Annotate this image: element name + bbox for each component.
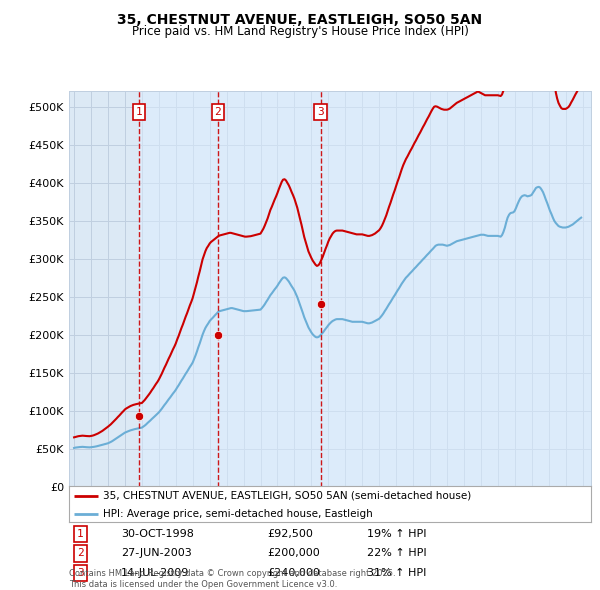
Text: £200,000: £200,000 <box>268 549 320 558</box>
Text: £92,500: £92,500 <box>268 529 313 539</box>
Text: 22% ↑ HPI: 22% ↑ HPI <box>367 549 426 558</box>
Text: £240,000: £240,000 <box>268 568 320 578</box>
Text: 19% ↑ HPI: 19% ↑ HPI <box>367 529 426 539</box>
Text: 27-JUN-2003: 27-JUN-2003 <box>121 549 192 558</box>
Text: HPI: Average price, semi-detached house, Eastleigh: HPI: Average price, semi-detached house,… <box>103 509 373 519</box>
Text: 1: 1 <box>77 529 84 539</box>
Text: 3: 3 <box>77 568 84 578</box>
Text: 14-JUL-2009: 14-JUL-2009 <box>121 568 190 578</box>
Text: Contains HM Land Registry data © Crown copyright and database right 2025.
This d: Contains HM Land Registry data © Crown c… <box>69 569 395 589</box>
Text: 35, CHESTNUT AVENUE, EASTLEIGH, SO50 5AN (semi-detached house): 35, CHESTNUT AVENUE, EASTLEIGH, SO50 5AN… <box>103 491 471 501</box>
Text: Price paid vs. HM Land Registry's House Price Index (HPI): Price paid vs. HM Land Registry's House … <box>131 25 469 38</box>
Text: 2: 2 <box>215 107 221 117</box>
Text: 3: 3 <box>317 107 324 117</box>
Bar <box>139 91 591 487</box>
Text: 31% ↑ HPI: 31% ↑ HPI <box>367 568 426 578</box>
Text: 1: 1 <box>136 107 142 117</box>
Text: 30-OCT-1998: 30-OCT-1998 <box>121 529 194 539</box>
Text: 2: 2 <box>77 549 84 558</box>
Text: 35, CHESTNUT AVENUE, EASTLEIGH, SO50 5AN: 35, CHESTNUT AVENUE, EASTLEIGH, SO50 5AN <box>118 13 482 27</box>
